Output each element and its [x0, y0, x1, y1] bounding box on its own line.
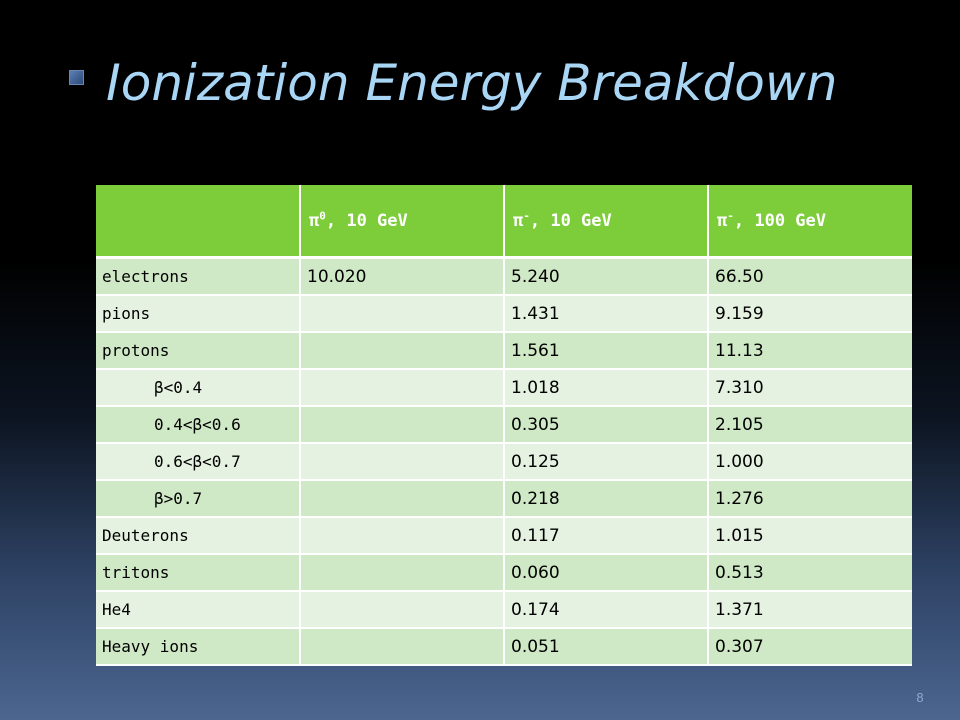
value-cell: 66.50: [708, 257, 912, 296]
header-symbol: π: [513, 210, 524, 231]
energy-breakdown-table: π0, 10 GeV π-, 10 GeV π-, 100 GeV electr…: [96, 185, 912, 666]
page-number: 8: [916, 690, 924, 705]
value-cell: 1.015: [708, 517, 912, 555]
header-symbol: π: [717, 210, 728, 231]
value-cell: 1.000: [708, 443, 912, 481]
value-cell: 2.105: [708, 406, 912, 444]
row-label-cell: 0.4<β<0.6: [96, 406, 301, 444]
value-cell: 1.276: [708, 480, 912, 518]
value-cell: [300, 591, 505, 629]
row-label-cell: 0.6<β<0.7: [96, 443, 301, 481]
title-bullet-icon: [69, 70, 84, 85]
row-label-cell: tritons: [96, 554, 301, 592]
table-row: 0.6<β<0.7 0.125 1.000: [96, 443, 912, 481]
value-cell: [300, 443, 505, 481]
value-cell: 0.051: [504, 628, 709, 666]
table-body: electrons 10.020 5.240 66.50 pions 1.431 9.159…: [96, 257, 912, 666]
value-cell: 0.117: [504, 517, 709, 555]
value-cell: 0.174: [504, 591, 709, 629]
row-label-cell: Heavy ions: [96, 628, 301, 666]
value-cell: 0.305: [504, 406, 709, 444]
table-row: He4 0.174 1.371: [96, 591, 912, 629]
value-cell: 0.307: [708, 628, 912, 666]
value-cell: 1.018: [504, 369, 709, 407]
row-label-cell: β<0.4: [96, 369, 301, 407]
table-row: electrons 10.020 5.240 66.50: [96, 257, 912, 296]
row-label-cell: He4: [96, 591, 301, 629]
row-label-cell: protons: [96, 332, 301, 370]
table-row: tritons 0.060 0.513: [96, 554, 912, 592]
value-cell: 1.431: [504, 295, 709, 333]
value-cell: [300, 369, 505, 407]
value-cell: [300, 332, 505, 370]
value-cell: [300, 480, 505, 518]
value-cell: 1.561: [504, 332, 709, 370]
value-cell: [300, 295, 505, 333]
value-cell: 0.060: [504, 554, 709, 592]
value-cell: 0.513: [708, 554, 912, 592]
value-cell: 0.125: [504, 443, 709, 481]
table-row: β<0.4 1.018 7.310: [96, 369, 912, 407]
table-row: pions 1.431 9.159: [96, 295, 912, 333]
slide-title: Ionization Energy Breakdown: [106, 54, 838, 112]
value-cell: 9.159: [708, 295, 912, 333]
header-superscript: -: [727, 208, 734, 222]
value-cell: 11.13: [708, 332, 912, 370]
row-label-cell: Deuterons: [96, 517, 301, 555]
header-cell-piminus-10gev: π-, 10 GeV: [504, 185, 709, 259]
value-cell: 1.371: [708, 591, 912, 629]
header-superscript: -: [523, 208, 530, 222]
header-cell-piminus-100gev: π-, 100 GeV: [708, 185, 912, 259]
value-cell: [300, 628, 505, 666]
table-row: protons 1.561 11.13: [96, 332, 912, 370]
table-row: β>0.7 0.218 1.276: [96, 480, 912, 518]
header-cell-pi0-10gev: π0, 10 GeV: [300, 185, 505, 259]
header-energy: , 100 GeV: [733, 210, 826, 231]
header-energy: , 10 GeV: [325, 210, 408, 231]
table-row: Heavy ions 0.051 0.307: [96, 628, 912, 666]
header-energy: , 10 GeV: [529, 210, 612, 231]
value-cell: 10.020: [300, 257, 505, 296]
header-cell-empty: [96, 185, 301, 259]
value-cell: [300, 406, 505, 444]
row-label-cell: electrons: [96, 257, 301, 296]
row-label-cell: β>0.7: [96, 480, 301, 518]
table-row: 0.4<β<0.6 0.305 2.105: [96, 406, 912, 444]
value-cell: 0.218: [504, 480, 709, 518]
row-label-cell: pions: [96, 295, 301, 333]
table-row: Deuterons 0.117 1.015: [96, 517, 912, 555]
value-cell: 7.310: [708, 369, 912, 407]
header-symbol: π: [309, 210, 320, 231]
value-cell: [300, 554, 505, 592]
value-cell: 5.240: [504, 257, 709, 296]
header-superscript: 0: [319, 208, 326, 222]
table-header-row: π0, 10 GeV π-, 10 GeV π-, 100 GeV: [96, 185, 912, 259]
value-cell: [300, 517, 505, 555]
